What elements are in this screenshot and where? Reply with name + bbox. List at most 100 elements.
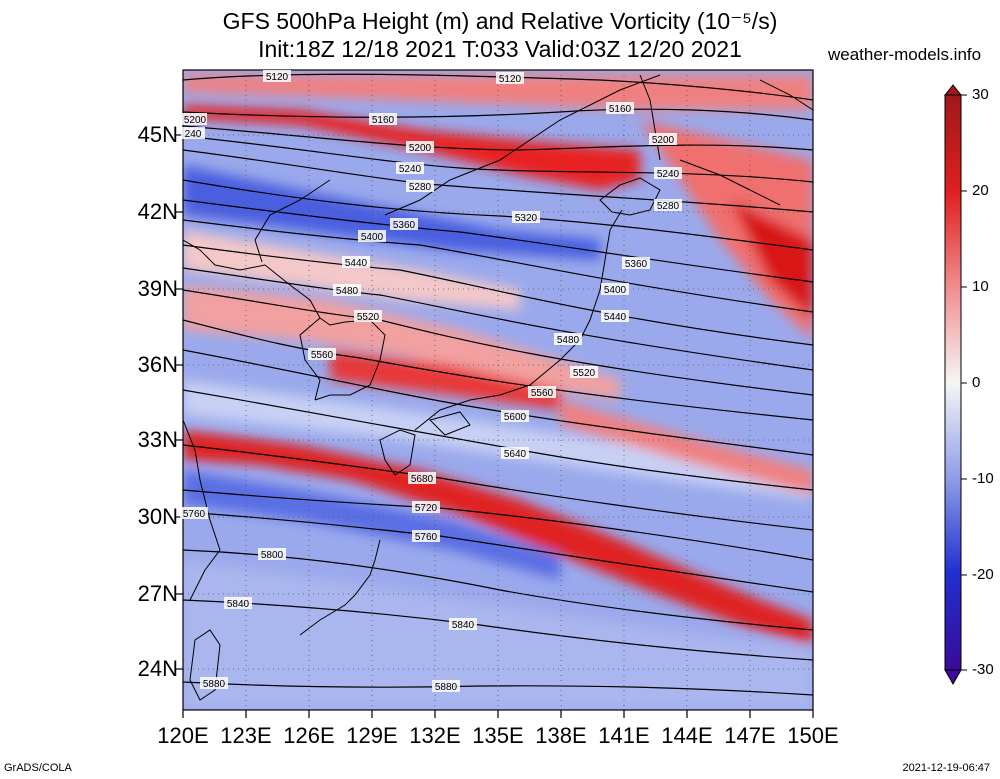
contour-label: 5280 [406, 180, 434, 193]
contour-5240 [183, 135, 813, 183]
lat-label: 42N [137, 199, 178, 224]
svg-text:5200: 5200 [409, 143, 432, 154]
contour-5200 [183, 125, 813, 151]
lat-label: 33N [137, 427, 178, 452]
contour-5320 [183, 179, 813, 251]
contour-label: 5400 [358, 230, 386, 243]
lat-label: 39N [137, 276, 178, 301]
contour-5680 [183, 444, 813, 531]
coast-kamchatka [759, 79, 813, 111]
svg-text:5840: 5840 [227, 599, 250, 610]
contour-label: 5600 [501, 410, 529, 423]
contour-label: 5680 [408, 472, 436, 485]
contour-label: 5160 [606, 102, 634, 115]
contour-label: 5120 [263, 70, 291, 83]
lat-label: 36N [137, 352, 178, 377]
colorbar-label: 30 [972, 86, 989, 103]
svg-text:5760: 5760 [415, 532, 438, 543]
contour-label: 5440 [601, 310, 629, 323]
contour-label: 5560 [308, 348, 336, 361]
lon-label: 126E [283, 723, 335, 748]
contour-5760 [183, 511, 813, 593]
lat-label: 24N [137, 656, 178, 681]
contour-label: 5200 [406, 141, 434, 154]
svg-text:5640: 5640 [504, 449, 527, 460]
svg-text:5600: 5600 [504, 412, 527, 423]
lon-label: 141E [598, 723, 650, 748]
contour-label: 240 [181, 127, 205, 140]
contour-5160 [183, 108, 813, 121]
contour-5360 [183, 199, 813, 283]
coast-honshu [414, 209, 623, 431]
footer-software: GrADS/COLA [4, 762, 72, 774]
contour-label: 5480 [333, 284, 361, 297]
coastlines [183, 74, 813, 701]
contour-label: 5520 [570, 366, 598, 379]
contour-label: 5760 [412, 530, 440, 543]
coast-korea-north [254, 179, 331, 263]
svg-text:5240: 5240 [399, 164, 422, 175]
svg-text:5160: 5160 [609, 104, 632, 115]
svg-text:5200: 5200 [184, 115, 207, 126]
lat-label: 27N [137, 581, 178, 606]
chart-title-line2: Init:18Z 12/18 2021 T:033 Valid:03Z 12/2… [258, 36, 742, 62]
svg-text:5720: 5720 [415, 503, 438, 514]
contour-label: 5320 [512, 211, 540, 224]
colorbar-label: -20 [972, 566, 994, 583]
svg-text:5520: 5520 [573, 368, 596, 379]
lon-label: 150E [787, 723, 839, 748]
colorbar-label: 10 [972, 278, 989, 295]
svg-text:5240: 5240 [657, 169, 680, 180]
contour-label: 5400 [601, 283, 629, 296]
contour-5480 [183, 267, 813, 371]
svg-text:5120: 5120 [499, 74, 522, 85]
contour-label: 5240 [396, 162, 424, 175]
contour-label: 5880 [432, 680, 460, 693]
contour-label: 5360 [622, 257, 650, 270]
svg-text:5280: 5280 [657, 201, 680, 212]
lat-label: 45N [137, 122, 178, 147]
contour-label: 5760 [180, 507, 208, 520]
contour-5520 [183, 289, 813, 396]
contour-label: 5440 [342, 256, 370, 269]
svg-text:5880: 5880 [435, 682, 458, 693]
svg-text:5360: 5360 [625, 259, 648, 270]
svg-text:5440: 5440 [345, 258, 368, 269]
coast-asia-mainland [183, 239, 321, 401]
contour-label: 5640 [501, 447, 529, 460]
contour-5880 [183, 681, 813, 696]
colorbar-label: -30 [972, 661, 994, 678]
contour-label: 5200 [649, 133, 677, 146]
lon-label: 120E [157, 723, 209, 748]
vorticity-field [183, 70, 813, 710]
coast-kuril [679, 159, 781, 206]
site-credit: weather-models.info [828, 45, 982, 64]
svg-text:5280: 5280 [409, 182, 432, 193]
lon-label: 123E [220, 723, 272, 748]
contour-label: 5480 [554, 333, 582, 346]
contour-label: 5880 [200, 677, 228, 690]
footer-timestamp: 2021-12-19-06:47 [902, 762, 990, 774]
svg-text:5480: 5480 [557, 335, 580, 346]
contour-label: 5240 [654, 167, 682, 180]
contour-label: 5160 [369, 113, 397, 126]
coast-kyushu [379, 429, 416, 476]
contour-5840 [183, 599, 813, 661]
chart-title-line1: GFS 500hPa Height (m) and Relative Vorti… [222, 8, 778, 34]
svg-text:5560: 5560 [531, 388, 554, 399]
contour-label: 5720 [412, 501, 440, 514]
contour-5600 [183, 349, 813, 456]
contour-label-group: 5120 5120 5160 5160 5200 5200 5200 240 5… [179, 70, 682, 693]
svg-text:5440: 5440 [604, 312, 627, 323]
coast-korea [314, 317, 386, 401]
svg-text:5520: 5520 [357, 312, 380, 323]
coast-shikoku [429, 411, 471, 436]
contour-label: 5840 [449, 618, 477, 631]
lon-label: 138E [535, 723, 587, 748]
colorbar [943, 84, 967, 686]
svg-text:5880: 5880 [203, 679, 226, 690]
contour-5560 [183, 319, 813, 421]
lat-label: 30N [137, 504, 178, 529]
contour-label: 5800 [258, 548, 286, 561]
contour-5400 [183, 219, 813, 313]
